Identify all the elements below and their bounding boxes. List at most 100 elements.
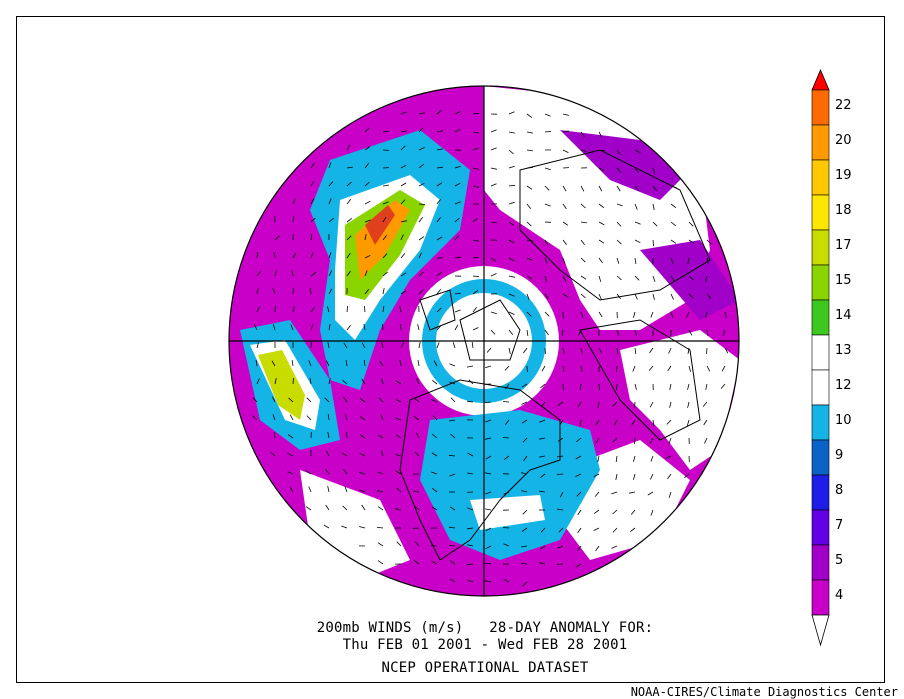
wind-arrow [616, 203, 623, 207]
wind-arrow [467, 472, 474, 475]
wind-arrow [417, 360, 420, 367]
wind-arrow [361, 504, 366, 511]
field-red-core [365, 205, 395, 245]
wind-arrow [705, 275, 708, 282]
wind-arrow [396, 541, 402, 547]
wind-arrow [472, 256, 479, 259]
wind-arrow [308, 360, 312, 367]
wind-arrow [504, 419, 510, 425]
wind-arrow [634, 401, 636, 409]
wind-arrow [593, 509, 600, 514]
wind-arrow [629, 491, 636, 494]
wind-arrow [503, 543, 510, 547]
wind-arrow [652, 203, 655, 210]
field-orange-jet [355, 200, 410, 280]
wind-arrow [616, 275, 622, 281]
wind-arrow [684, 473, 690, 479]
wind-arrow [341, 452, 348, 457]
wind-vectors [252, 109, 729, 587]
wind-arrow [580, 131, 585, 138]
wind-arrow [634, 239, 641, 244]
wind-arrow [418, 112, 425, 115]
wind-arrow [598, 275, 602, 282]
wind-arrow [346, 181, 352, 187]
wind-arrow [454, 129, 461, 133]
wind-arrow [595, 545, 600, 552]
wind-arrow [381, 342, 384, 349]
wind-arrow [436, 182, 443, 187]
wind-arrow [686, 419, 690, 426]
wind-arrow [490, 129, 497, 133]
wind-arrow [364, 200, 371, 205]
wind-arrow [580, 311, 584, 318]
colorbar-swatch [811, 404, 830, 441]
wind-arrow [328, 378, 331, 385]
wind-arrow [634, 329, 637, 336]
field-purple-n [560, 130, 690, 200]
wind-arrow [380, 414, 384, 421]
wind-arrow [688, 293, 694, 299]
wind-arrow [382, 201, 389, 205]
wind-arrow [615, 455, 618, 462]
wind-arrow [382, 306, 385, 313]
wind-arrow [471, 342, 474, 349]
wind-arrow [292, 377, 294, 385]
wind-arrow [634, 293, 638, 300]
wind-arrow [670, 275, 675, 282]
wind-arrow [272, 324, 276, 331]
wind-arrow [688, 365, 691, 372]
wind-arrow [395, 417, 402, 421]
wind-arrow [359, 434, 366, 439]
wind-arrow [395, 398, 402, 403]
wind-arrow [346, 252, 351, 259]
wind-arrow [576, 437, 582, 443]
wind-arrow [544, 311, 550, 317]
wind-arrow [580, 203, 586, 209]
wind-arrow [650, 509, 654, 516]
field-white-south [470, 495, 545, 530]
wind-arrow [417, 324, 420, 331]
wind-arrow [670, 203, 677, 209]
wind-arrow [634, 167, 640, 173]
wind-arrow [706, 257, 709, 264]
wind-arrow [593, 473, 600, 478]
wind-arrow [557, 508, 564, 511]
wind-arrow [706, 329, 709, 336]
wind-arrow [594, 491, 600, 497]
wind-arrow [256, 271, 262, 277]
wind-arrow [310, 198, 315, 205]
wind-arrow [432, 415, 438, 421]
wind-arrow [485, 545, 492, 550]
wind-arrow [396, 487, 402, 493]
wind-arrow [310, 162, 315, 169]
wind-arrow [670, 293, 674, 300]
wind-arrow [382, 253, 388, 259]
wind-arrow [485, 472, 492, 475]
wind-arrow [327, 486, 330, 493]
wind-arrow [359, 398, 366, 403]
wind-arrow [413, 560, 420, 565]
wind-arrow [418, 342, 421, 349]
wind-arrow [541, 401, 546, 408]
wind-arrow [395, 434, 402, 439]
wind-arrow [580, 257, 586, 263]
wind-arrow [400, 272, 407, 277]
wind-arrow [449, 363, 456, 367]
wind-arrow [649, 401, 654, 408]
wind-arrow [650, 473, 654, 480]
wind-arrow [382, 130, 390, 133]
wind-arrow [472, 185, 479, 188]
wind-arrow [539, 490, 546, 493]
wind-arrow [688, 221, 694, 227]
wind-arrow [472, 327, 479, 331]
anomaly-field [229, 86, 739, 596]
wind-arrow [526, 275, 533, 280]
wind-arrow [652, 419, 655, 426]
wind-arrow [508, 149, 514, 155]
wind-arrow [382, 288, 385, 295]
wind-arrow [364, 127, 370, 133]
wind-arrow [490, 311, 497, 315]
colorbar-swatch [811, 509, 830, 546]
wind-arrow [577, 527, 582, 534]
